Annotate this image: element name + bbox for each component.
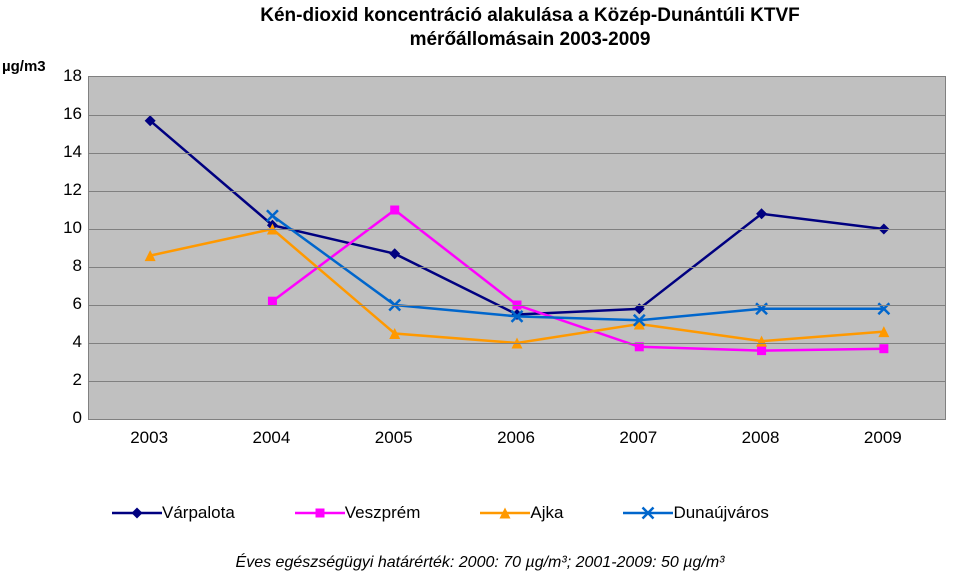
legend-swatch [112, 503, 162, 523]
legend-item: Várpalota [112, 503, 235, 523]
footnote: Éves egészségügyi határérték: 2000: 70 µ… [0, 554, 960, 572]
y-axis-label: µg/m3 [2, 58, 46, 75]
x-tick-label: 2003 [130, 428, 168, 448]
series-marker [390, 206, 399, 215]
x-tick-label: 2009 [864, 428, 902, 448]
plot-wrap: 0246810121416182003200420052006200720082… [44, 76, 944, 418]
y-tick-label: 4 [42, 332, 82, 352]
series-line [150, 229, 884, 343]
grid-line [89, 229, 945, 230]
x-tick-label: 2007 [619, 428, 657, 448]
legend-item: Ajka [480, 503, 563, 523]
x-tick-label: 2008 [742, 428, 780, 448]
y-tick-label: 0 [42, 408, 82, 428]
series-marker [879, 344, 888, 353]
y-tick-label: 14 [42, 142, 82, 162]
grid-line [89, 153, 945, 154]
grid-line [89, 191, 945, 192]
series-line [272, 210, 883, 351]
title-line-1: Kén-dioxid koncentráció alakulása a Közé… [260, 5, 799, 26]
grid-line [89, 267, 945, 268]
legend-label: Dunaújváros [673, 503, 768, 523]
legend-item: Dunaújváros [623, 503, 768, 523]
plot-area [88, 76, 946, 420]
series-marker [389, 248, 400, 259]
x-tick-label: 2005 [375, 428, 413, 448]
chart-title: Kén-dioxid koncentráció alakulása a Közé… [0, 0, 960, 52]
y-tick-label: 16 [42, 104, 82, 124]
x-tick-label: 2004 [253, 428, 291, 448]
legend-swatch [480, 503, 530, 523]
grid-line [89, 343, 945, 344]
y-tick-label: 6 [42, 294, 82, 314]
series-marker [267, 210, 278, 221]
legend-label: Veszprém [345, 503, 421, 523]
y-tick-label: 18 [42, 66, 82, 86]
legend: Várpalota Veszprém Ajka Dunaújváros [112, 498, 912, 528]
y-tick-label: 8 [42, 256, 82, 276]
chart-svg [89, 77, 945, 419]
grid-line [89, 305, 945, 306]
legend-swatch [623, 503, 673, 523]
y-tick-label: 2 [42, 370, 82, 390]
series-marker [512, 309, 523, 320]
legend-label: Várpalota [162, 503, 235, 523]
title-line-2: mérőállomásain 2003-2009 [410, 29, 651, 50]
grid-line [89, 381, 945, 382]
series-marker [757, 346, 766, 355]
legend-label: Ajka [530, 503, 563, 523]
grid-line [89, 115, 945, 116]
y-tick-label: 10 [42, 218, 82, 238]
legend-swatch [295, 503, 345, 523]
y-tick-label: 12 [42, 180, 82, 200]
x-tick-label: 2006 [497, 428, 535, 448]
legend-item: Veszprém [295, 503, 421, 523]
series-line [150, 121, 884, 315]
footnote-text: Éves egészségügyi határérték: 2000: 70 µ… [236, 554, 725, 571]
